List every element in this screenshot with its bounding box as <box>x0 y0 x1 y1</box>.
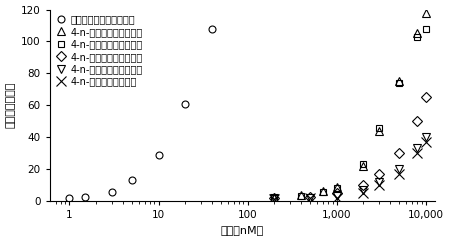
Legend: 全トランスレチノイン酸, 4-n-ヘプチルフェノール, 4-n-ヘキシルフェノール, 4-n-オクチルフェノール, 4-n-ペンチルフェノール, 4-n-ノニル: 全トランスレチノイン酸, 4-n-ヘプチルフェノール, 4-n-ヘキシルフェノー… <box>53 13 144 88</box>
4-n-オクチルフェノール <box>423 96 428 99</box>
4-n-ヘプチルフェノール <box>361 164 366 167</box>
4-n-ノニルフェノール <box>414 152 420 154</box>
4-n-ヘプチルフェノール <box>376 129 382 132</box>
4-n-ヘプチルフェノール <box>396 80 401 83</box>
4-n-ノニルフェノール <box>334 196 339 199</box>
4-n-ヘキシルフェノール <box>320 191 325 194</box>
4-n-オクチルフェノール <box>396 152 401 154</box>
4-n-ノニルフェノール <box>361 191 366 194</box>
Line: 4-n-ヘプチルフェノール: 4-n-ヘプチルフェノール <box>270 9 430 202</box>
4-n-ヘプチルフェノール <box>414 32 420 35</box>
4-n-オクチルフェノール <box>334 191 339 194</box>
4-n-ヘキシルフェノール <box>414 35 420 38</box>
全トランスレチノイン酸 <box>82 195 88 198</box>
Line: 4-n-ヘキシルフェノール: 4-n-ヘキシルフェノール <box>271 25 429 201</box>
全トランスレチノイン酸 <box>109 191 115 194</box>
4-n-ノニルフェノール <box>376 183 382 186</box>
4-n-ヘキシルフェノール <box>361 163 366 166</box>
4-n-ペンチルフェノール <box>272 197 277 200</box>
4-n-オクチルフェノール <box>307 195 312 198</box>
4-n-ノニルフェノール <box>423 141 428 143</box>
4-n-ヘプチルフェノール <box>423 11 428 14</box>
Y-axis label: 相対活性（倍）: 相対活性（倍） <box>5 82 16 128</box>
4-n-ヘキシルフェノール <box>334 187 339 190</box>
4-n-ペンチルフェノール <box>414 147 420 150</box>
4-n-ノニルフェノール <box>307 197 312 200</box>
全トランスレチノイン酸 <box>183 102 188 105</box>
4-n-ヘキシルフェノール <box>396 81 401 84</box>
4-n-ヘキシルフェノール <box>376 126 382 129</box>
4-n-ヘプチルフェノール <box>298 194 304 197</box>
4-n-オクチルフェノール <box>414 120 420 123</box>
全トランスレチノイン酸 <box>209 27 215 30</box>
4-n-ペンチルフェノール <box>334 195 339 198</box>
4-n-オクチルフェノール <box>272 197 277 200</box>
全トランスレチノイン酸 <box>67 196 72 199</box>
4-n-ペンチルフェノール <box>396 167 401 170</box>
全トランスレチノイン酸 <box>40 198 45 201</box>
Line: 全トランスレチノイン酸: 全トランスレチノイン酸 <box>39 25 216 203</box>
4-n-ヘプチルフェノール <box>272 196 277 199</box>
4-n-ヘプチルフェノール <box>320 190 325 193</box>
X-axis label: 濃度（nM）: 濃度（nM） <box>220 225 264 235</box>
全トランスレチノイン酸 <box>129 179 135 181</box>
4-n-ペンチルフェノール <box>361 188 366 191</box>
Line: 4-n-オクチルフェノール: 4-n-オクチルフェノール <box>271 94 429 202</box>
全トランスレチノイン酸 <box>156 153 161 156</box>
4-n-ヘキシルフェノール <box>298 195 304 198</box>
Line: 4-n-ペンチルフェノール: 4-n-ペンチルフェノール <box>270 133 430 203</box>
4-n-ペンチルフェノール <box>307 196 312 199</box>
4-n-ノニルフェノール <box>272 198 277 201</box>
4-n-ノニルフェノール <box>396 172 401 175</box>
4-n-ペンチルフェノール <box>423 136 428 139</box>
4-n-ペンチルフェノール <box>376 180 382 183</box>
4-n-オクチルフェノール <box>361 183 366 186</box>
4-n-ヘプチルフェノール <box>334 185 339 188</box>
4-n-ヘキシルフェノール <box>423 27 428 30</box>
4-n-ヘキシルフェノール <box>272 196 277 199</box>
Line: 4-n-ノニルフェノール: 4-n-ノニルフェノール <box>270 137 431 204</box>
4-n-オクチルフェノール <box>376 172 382 175</box>
